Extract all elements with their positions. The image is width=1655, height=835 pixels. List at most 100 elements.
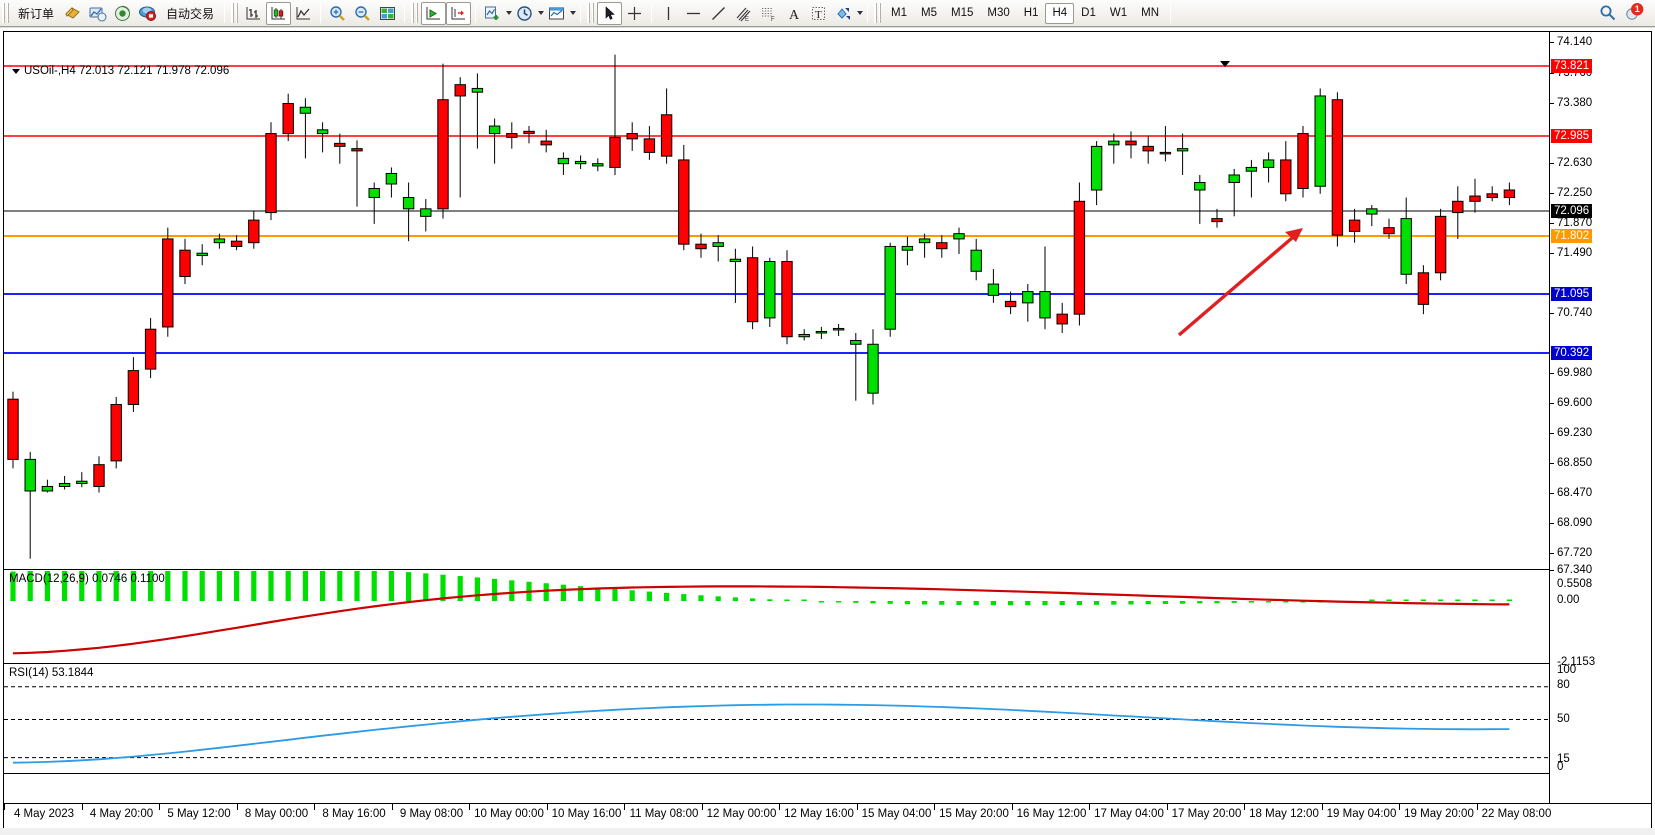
- timeframe-m1[interactable]: M1: [891, 7, 908, 19]
- timeframe-m30[interactable]: M30: [987, 7, 1010, 19]
- indicator-axis-tick: 50: [1557, 713, 1570, 725]
- cursor-icon[interactable]: [597, 1, 623, 25]
- timeframe-h1[interactable]: H1: [1023, 7, 1039, 19]
- timeframe-w1[interactable]: W1: [1109, 7, 1128, 19]
- templates-icon[interactable]: [544, 2, 569, 25]
- fibonacci-icon[interactable]: F: [756, 2, 781, 25]
- price-level-label-70392[interactable]: 70.392: [1551, 346, 1593, 360]
- price-level-label-71802[interactable]: 71.802: [1551, 229, 1593, 243]
- time-axis-tick: 11 May 08:00: [629, 808, 699, 820]
- time-axis-tick: 12 May 00:00: [706, 808, 777, 820]
- chart-symbol-header[interactable]: USOil-,H4 72.013 72.121 71.978 72.096: [12, 65, 229, 77]
- toolbar-grip-3[interactable]: [411, 3, 419, 23]
- toolbar-grip-4[interactable]: [587, 3, 595, 23]
- axis-tickmark: [1550, 570, 1554, 571]
- alert-icon[interactable]: 1: [1621, 2, 1647, 25]
- time-axis-separator: [1089, 804, 1090, 810]
- price-level-label-71095[interactable]: 71.095: [1551, 287, 1593, 301]
- zoom-in-icon[interactable]: [325, 2, 350, 25]
- toolbar-grip-2[interactable]: [231, 3, 239, 23]
- timeframe-m15[interactable]: M15: [951, 7, 974, 19]
- price-axis-tick: 72.250: [1557, 187, 1593, 199]
- macd-pane[interactable]: MACD(12,26,9) 0.0746 0.1100: [4, 571, 1549, 664]
- time-axis-tick: 5 May 12:00: [167, 808, 231, 820]
- price-axis-tick: 69.230: [1557, 427, 1593, 439]
- indicators-dropdown-caret[interactable]: [506, 11, 513, 15]
- time-axis-separator: [1244, 804, 1245, 810]
- equidistant-channel-icon[interactable]: E: [731, 2, 756, 25]
- price-axis-tick: 69.980: [1557, 367, 1593, 379]
- tile-windows-icon[interactable]: [375, 2, 400, 25]
- time-axis-tick: 15 May 20:00: [939, 808, 1009, 820]
- time-axis[interactable]: 4 May 2023 4 May 20:00 5 May 12:00 8 May 00…: [4, 803, 1651, 831]
- magnifier-icon[interactable]: [1595, 2, 1621, 25]
- price-axis[interactable]: 74.140 73.760 73.380 72.630 72.250 71.870 71.4…: [1549, 32, 1651, 803]
- navigator-icon[interactable]: [110, 2, 135, 25]
- rsi-pane[interactable]: RSI(14) 53.1844: [4, 665, 1549, 774]
- text-label-icon[interactable]: T: [806, 2, 831, 25]
- chart-shift-icon[interactable]: [446, 1, 472, 25]
- time-axis-separator: [314, 804, 315, 810]
- indicator-axis-tick: 80: [1557, 679, 1570, 691]
- price-axis-tick: 68.470: [1557, 487, 1593, 499]
- horizontal-scrollbar[interactable]: [0, 828, 1655, 835]
- toolbar-grip-5[interactable]: [874, 3, 882, 23]
- price-pane[interactable]: [4, 32, 1549, 570]
- timeframe-m5[interactable]: M5: [921, 7, 937, 19]
- line-chart-icon[interactable]: [291, 2, 316, 25]
- axis-tickmark: [1550, 253, 1554, 254]
- time-axis-tick: 22 May 08:00: [1481, 808, 1552, 820]
- time-axis-separator: [1166, 804, 1168, 810]
- time-axis-tick: 9 May 08:00: [399, 808, 464, 820]
- time-axis-separator: [701, 804, 703, 810]
- toolbar-grip[interactable]: [2, 3, 9, 23]
- alert-count-text: 1: [1635, 4, 1640, 14]
- price-axis-tick: 72.630: [1557, 157, 1593, 169]
- autotrade-button[interactable]: 自动交易: [166, 6, 215, 21]
- timeframe-mn[interactable]: MN: [1141, 7, 1159, 19]
- new-order-button[interactable]: 新订单: [18, 6, 55, 21]
- toolbar-separator-5: [580, 3, 582, 23]
- time-axis-separator: [779, 804, 780, 810]
- new-order-icon[interactable]: [60, 2, 85, 25]
- time-axis-separator: [856, 804, 858, 810]
- price-level-label-72985[interactable]: 72.985: [1551, 129, 1593, 143]
- axis-tickmark: [1550, 42, 1554, 43]
- candlestick-chart-icon[interactable]: [266, 1, 292, 25]
- indicator-axis-tick: 0.00: [1557, 594, 1580, 606]
- vertical-line-icon[interactable]: [656, 2, 681, 25]
- timeframe-d1[interactable]: D1: [1081, 7, 1096, 19]
- shapes-dropdown-caret[interactable]: [857, 11, 864, 15]
- price-level-label-73821[interactable]: 73.821: [1551, 59, 1593, 73]
- autotrade-icon[interactable]: [135, 2, 160, 25]
- indicators-icon[interactable]: [480, 2, 505, 25]
- axis-tickmark: [1550, 373, 1554, 374]
- crosshair-icon[interactable]: [622, 2, 647, 25]
- trendline-icon[interactable]: [706, 2, 731, 25]
- rsi-label: RSI(14) 53.1844: [9, 667, 94, 679]
- axis-tickmark: [1550, 463, 1554, 464]
- svg-text:E: E: [745, 17, 749, 23]
- time-axis-separator: [546, 804, 548, 810]
- trend-arrow-annotation[interactable]: [1177, 228, 1303, 337]
- indicator-axis-tick: 15: [1557, 753, 1570, 765]
- templates-dropdown-caret[interactable]: [570, 11, 577, 15]
- horizontal-line-icon[interactable]: [681, 2, 706, 25]
- axis-tickmark: [1550, 103, 1554, 104]
- period-dropdown-caret[interactable]: [538, 11, 545, 15]
- timeframe-h4[interactable]: H4: [1045, 2, 1075, 24]
- zoom-out-icon[interactable]: [350, 2, 375, 25]
- data-window-icon[interactable]: [85, 2, 110, 25]
- shapes-icon[interactable]: [831, 2, 856, 25]
- price-axis-tick: 68.850: [1557, 457, 1593, 469]
- price-level-label-72096[interactable]: 72.096: [1551, 204, 1593, 218]
- text-icon[interactable]: A: [781, 2, 806, 25]
- period-icon[interactable]: [512, 2, 537, 25]
- chart-symbol-ohlc-text: USOil-,H4 72.013 72.121 71.978 72.096: [24, 65, 230, 77]
- bar-chart-icon[interactable]: [241, 2, 266, 25]
- svg-text:F: F: [771, 17, 775, 23]
- toolbar-separator-6: [651, 3, 653, 23]
- chart-top-marker-icon: [1220, 61, 1230, 67]
- chevron-down-icon[interactable]: [12, 68, 20, 74]
- autoscroll-icon[interactable]: [421, 1, 447, 25]
